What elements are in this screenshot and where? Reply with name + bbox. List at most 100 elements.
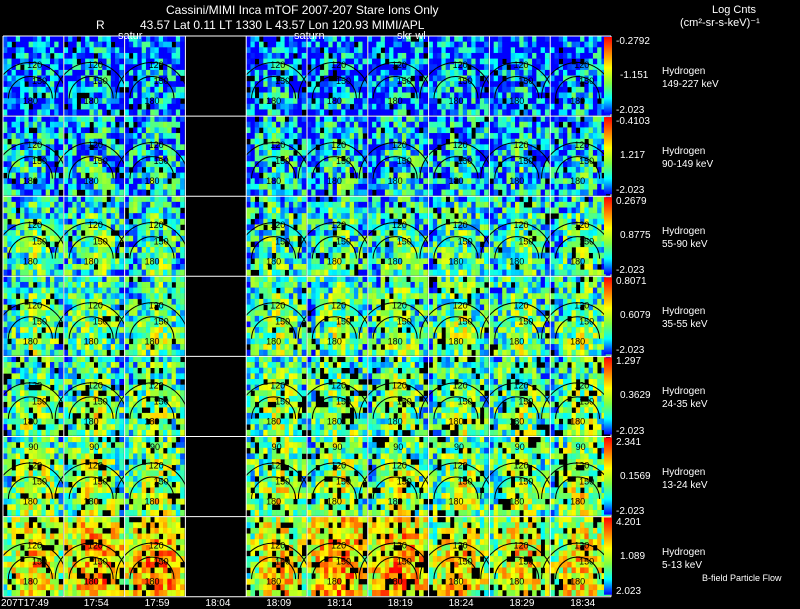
contour-arc bbox=[419, 222, 493, 259]
contour-label: 150 bbox=[275, 557, 290, 567]
contour-label: 180 bbox=[84, 497, 99, 507]
contour-label: 120 bbox=[270, 380, 285, 390]
contour-label: 120 bbox=[27, 60, 42, 70]
contour-label: 180 bbox=[23, 497, 38, 507]
contour-arc bbox=[311, 75, 357, 99]
contour-arc bbox=[555, 396, 601, 419]
image-panel-r7-c7: 120 150 180 bbox=[358, 516, 432, 596]
image-panel-r3-c7: 120 150 180 bbox=[358, 196, 432, 276]
color-bar-max-label: 1.297 bbox=[616, 356, 642, 368]
contour-arc bbox=[311, 236, 357, 259]
contour-arc bbox=[0, 382, 67, 419]
contour-label: 180 bbox=[23, 256, 38, 266]
contour-label: 150 bbox=[518, 76, 533, 86]
color-bar-min-label: -2.023 bbox=[616, 505, 645, 517]
contour-label: 180 bbox=[144, 96, 159, 106]
color-bar-min-label: 2.023 bbox=[616, 585, 642, 597]
contour-arc bbox=[555, 316, 601, 339]
contour-label: 180 bbox=[388, 96, 403, 106]
contour-label: 150 bbox=[93, 557, 108, 567]
channel-species: Hydrogen bbox=[662, 466, 706, 478]
contour-arc bbox=[129, 236, 175, 259]
contour-label: 120 bbox=[88, 140, 103, 150]
image-panel-r3-c10: 120 150 180 bbox=[541, 196, 615, 276]
contour-arc bbox=[54, 302, 128, 339]
color-bar-3 bbox=[604, 197, 612, 275]
contour-label: 150 bbox=[458, 316, 473, 326]
contour-label: 180 bbox=[509, 417, 524, 427]
contour-arc bbox=[0, 142, 67, 179]
image-panel-r4-c9: 120 150 180 bbox=[480, 276, 554, 356]
image-panel-r5-c3: 120 150 180 bbox=[115, 356, 189, 436]
contour-label: 180 bbox=[266, 176, 281, 186]
contour-label: 150 bbox=[93, 236, 108, 246]
channel-species: Hydrogen bbox=[662, 66, 706, 77]
contour-label: 180 bbox=[448, 256, 463, 266]
image-panel-r6-c6: 90 120 150 180 bbox=[297, 436, 371, 516]
contour-label: 150 bbox=[93, 477, 108, 487]
contour-label: 120 bbox=[453, 300, 468, 310]
contour-label: 180 bbox=[327, 336, 342, 346]
contour-arc bbox=[7, 236, 53, 259]
contour-label: 120 bbox=[88, 461, 103, 471]
contour-label: 150 bbox=[336, 76, 351, 86]
contour-label: 150 bbox=[336, 397, 351, 407]
contour-arc bbox=[54, 382, 128, 419]
contour-label: 120 bbox=[149, 60, 164, 70]
contour-label: 150 bbox=[579, 156, 594, 166]
channel-energy: 13-24 keV bbox=[662, 479, 708, 491]
contour-label: 150 bbox=[154, 76, 169, 86]
contour-arc bbox=[115, 302, 189, 339]
contour-label: 180 bbox=[448, 336, 463, 346]
contour-arc bbox=[480, 222, 554, 259]
time-label: 207T17:49 bbox=[1, 598, 49, 609]
image-panel-r5-c1: 120 150 180 bbox=[0, 356, 67, 436]
contour-arc bbox=[372, 396, 418, 419]
contour-arc bbox=[358, 62, 432, 99]
contour-label: 150 bbox=[93, 316, 108, 326]
contour-label: 180 bbox=[388, 497, 403, 507]
image-panel-r6-c5: 90 120 150 180 bbox=[237, 436, 311, 516]
contour-label: 180 bbox=[84, 417, 99, 427]
contour-arc bbox=[251, 476, 297, 499]
color-bar-mid-label: 0.3629 bbox=[620, 390, 651, 402]
contour-arc bbox=[419, 62, 493, 99]
image-panel-r3-c5: 120 150 180 bbox=[237, 196, 311, 276]
contour-arc bbox=[358, 382, 432, 419]
image-panel-r1-c6: 120 150 180 bbox=[297, 36, 371, 116]
contour-label: 120 bbox=[453, 380, 468, 390]
contour-label: 180 bbox=[144, 336, 159, 346]
color-bar-4 bbox=[604, 277, 612, 355]
image-panel-r2-c8: 120 150 180 bbox=[419, 116, 493, 196]
contour-arc bbox=[237, 302, 311, 339]
contour-label: 180 bbox=[388, 256, 403, 266]
contour-label: 150 bbox=[518, 397, 533, 407]
image-panel-r4-c8: 120 150 180 bbox=[419, 276, 493, 356]
log-units-label: Log Cnts bbox=[712, 4, 757, 16]
image-panel-r2-c10: 120 150 180 bbox=[541, 116, 615, 196]
position-readout: 43.57 Lat 0.11 LT 1330 L 43.57 Lon 120.9… bbox=[140, 18, 425, 32]
contour-label: 180 bbox=[84, 96, 99, 106]
contour-label: 150 bbox=[275, 477, 290, 487]
contour-label: 150 bbox=[518, 316, 533, 326]
channel-energy: 35-55 keV bbox=[662, 319, 708, 331]
color-bar-5 bbox=[604, 357, 612, 435]
contour-label: 90 bbox=[28, 442, 38, 452]
contour-label: 120 bbox=[513, 541, 528, 551]
contour-label: 150 bbox=[336, 557, 351, 567]
contour-arc bbox=[0, 62, 67, 99]
image-panel-r7-c2: 120 150 180 bbox=[54, 516, 128, 596]
image-panel-r6-c7: 90 120 150 180 bbox=[358, 436, 432, 516]
image-panel-r6-c3: 90 120 150 180 bbox=[115, 436, 189, 516]
contour-label: 180 bbox=[509, 256, 524, 266]
contour-arc bbox=[372, 236, 418, 259]
image-panel-r2-c7: 120 150 180 bbox=[358, 116, 432, 196]
contour-arc bbox=[311, 396, 357, 419]
contour-arc bbox=[54, 62, 128, 99]
contour-label: 180 bbox=[509, 577, 524, 587]
time-label: 18:19 bbox=[387, 598, 413, 609]
contour-arc bbox=[68, 75, 114, 99]
contour-arc bbox=[372, 75, 418, 99]
image-panel-r4-c2: 120 150 180 bbox=[54, 276, 128, 356]
contour-label: 180 bbox=[327, 176, 342, 186]
